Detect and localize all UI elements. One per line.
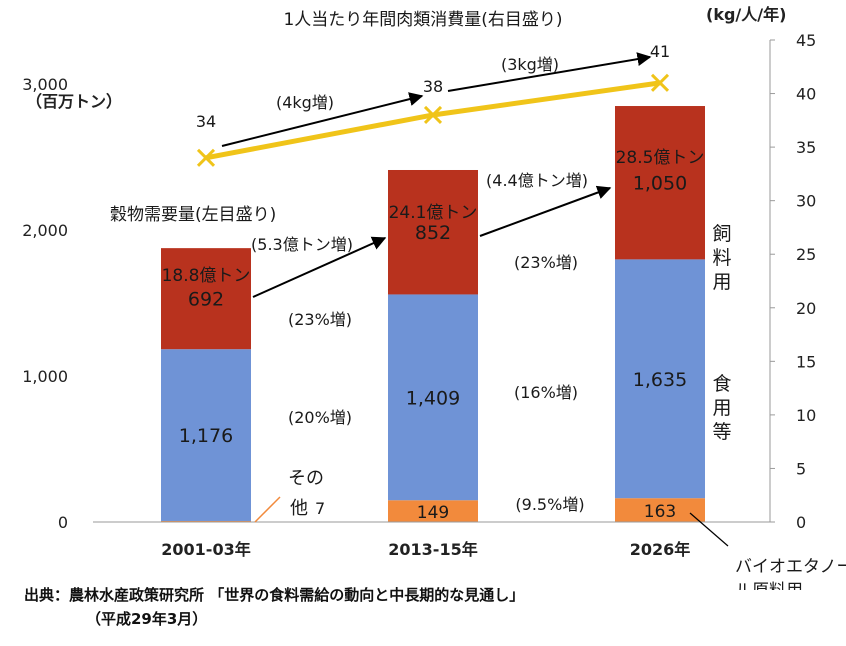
text-layer: （百万トン） (kg/人/年) 2001-03年 2013-15年 2026年 1,176… [26,5,846,590]
bioethanol-label: バイオエタノー [735,557,846,577]
feed-growth-label: (23%増) [514,253,578,272]
food-growth-label: (20%増) [288,408,352,427]
total-label: 24.1億トン [389,203,478,223]
bar-segment-feed [615,106,705,260]
feed-side-label: 料 [712,247,731,269]
feed-side-label: 用 [712,271,731,293]
right-axis-tick-label: 25 [796,245,816,264]
other-side-label: その [288,468,324,489]
bar-segment-other [388,500,478,522]
bar-segment-other [615,498,705,522]
source-date: （平成29年3月） [86,610,208,628]
other-callout-line [254,496,281,523]
bar-segment-feed [388,169,478,295]
bioethanol-label: ル原料用 [735,581,803,590]
line-layer [196,73,670,167]
meat-consumption-marker [196,148,216,167]
total-growth-arrow [479,185,612,237]
x-axis-category-label: 2026年 [630,540,691,559]
feed-side-label: 飼 [712,223,731,245]
other-growth-label: (9.5%増) [515,495,584,514]
meat-value-label: 34 [196,112,216,131]
bar-segment-food [161,349,251,521]
left-axis-tick-label: 3,000 [22,75,68,94]
bar-segment-other [161,520,251,522]
right-axis-tick-label: 15 [796,352,816,371]
total-label: 18.8億トン [162,266,251,286]
other-value-label: 163 [644,502,676,522]
meat-growth-arrow [221,92,424,147]
left-axis-tick-label: 0 [58,513,68,532]
total-growth-arrow [252,236,387,298]
left-axis-tick-label: 1,000 [22,367,68,386]
meat-value-label: 41 [650,42,670,61]
right-axis-tick-label: 0 [796,513,806,532]
total-increase-label: (5.3億トン増) [251,235,353,254]
food-growth-label: (16%増) [514,383,578,402]
food-side-label: 用 [712,397,731,419]
right-axis-tick-label: 5 [796,459,806,478]
feed-growth-label: (23%増) [288,310,352,329]
right-axis-tick-label: 10 [796,406,816,425]
meat-consumption-title: 1人当たり年間肉類消費量(右目盛り) [283,10,562,30]
meat-value-label: 38 [423,77,443,96]
total-increase-label: (4.4億トン増) [486,171,588,190]
bar-segment-food [615,259,705,499]
left-axis-tick-label: 2,000 [22,221,68,240]
other-value-label: 7 [315,499,325,518]
right-axis-tick-label: 35 [796,138,816,157]
right-axis-unit: (kg/人/年) [706,5,786,24]
bar-segment-feed [161,248,251,350]
bars-layer [161,106,705,522]
food-side-label: 等 [712,421,731,443]
meat-increase-label: (3kg増) [501,55,559,74]
feed-value-label: 1,050 [633,173,687,195]
left-axis-unit: （百万トン） [26,92,122,111]
meat-consumption-marker [650,73,670,92]
grain-demand-title: 穀物需要量(左目盛り) [110,205,276,225]
meat-consumption-marker [423,105,443,125]
bar-segment-food [388,294,478,501]
bioethanol-callout-line [689,512,729,547]
other-value-label: 149 [417,503,449,523]
right-axis-tick-label: 30 [796,192,816,211]
meat-increase-label: (4kg増) [276,93,334,112]
food-side-label: 食 [712,373,731,395]
x-axis-category-label: 2001-03年 [161,540,250,559]
food-value-label: 1,176 [179,425,233,447]
food-value-label: 1,409 [406,387,460,409]
feed-value-label: 692 [188,289,224,311]
right-axis-tick-label: 45 [796,31,816,50]
chart: 0 1,000 2,000 3,000 0 5 10 15 20 25 30 35 40 45 （百万トン… [22,5,846,590]
food-value-label: 1,635 [633,369,687,391]
axes-layer: 0 1,000 2,000 3,000 0 5 10 15 20 25 30 35 40 45 [22,31,816,532]
x-axis-category-label: 2013-15年 [388,540,477,559]
feed-value-label: 852 [415,222,451,244]
meat-growth-arrow [447,52,652,92]
right-axis-tick-label: 20 [796,299,816,318]
other-side-label: 他 [290,498,308,519]
total-label: 28.5億トン [616,148,705,168]
right-axis-tick-label: 40 [796,85,816,104]
source-note: 出典：農林水産政策研究所 「世界の食料需給の動向と中長期的な見通し」 [24,586,525,604]
